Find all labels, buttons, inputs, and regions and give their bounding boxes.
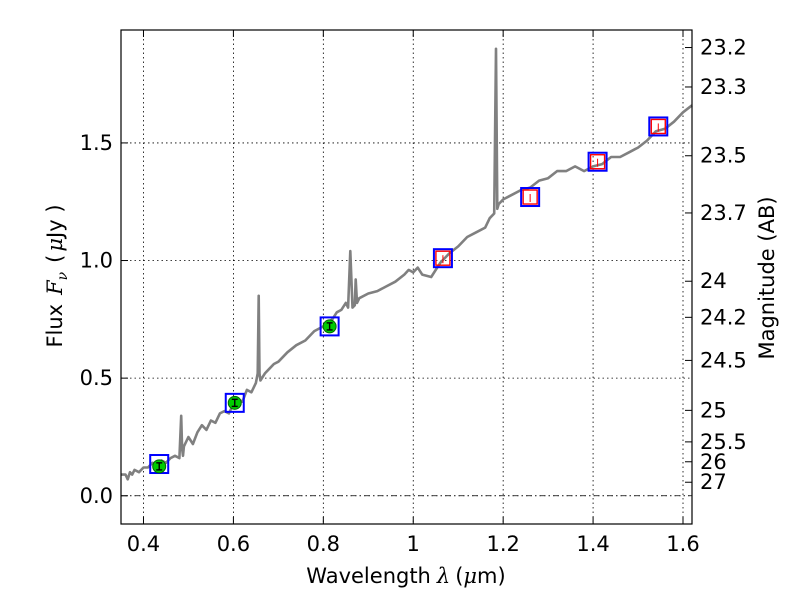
model-photometry-marker <box>648 116 669 137</box>
y-tick-label: 0.0 <box>80 484 113 508</box>
model-photometry-marker <box>587 151 608 172</box>
upper-limit-marker <box>522 189 538 205</box>
magnitude-tick-label: 25.5 <box>700 430 747 454</box>
x-tick-label: 1.6 <box>666 532 699 556</box>
model-photometry-marker <box>319 316 340 337</box>
magnitude-tick-label: 23.2 <box>700 36 747 60</box>
magnitude-tick-label: 27 <box>700 470 727 494</box>
plot-area-frame <box>120 29 693 525</box>
x-tick-label: 1.2 <box>486 532 519 556</box>
upper-limit-marker <box>435 250 451 266</box>
magnitude-tick-label: 24 <box>700 269 727 293</box>
x-axis-label: Wavelength λ (μm) <box>306 564 505 588</box>
magnitude-tick-label: 24.5 <box>700 348 747 372</box>
magnitude-tick-label: 26 <box>700 450 727 474</box>
upper-limit-marker <box>589 154 606 170</box>
right-axis-label: Magnitude (AB) <box>755 196 779 359</box>
magnitude-tick-label: 23.7 <box>700 201 747 225</box>
model-photometry-marker <box>432 248 453 269</box>
axis-ticks: 0.4 0.6 0.8 1 1.2 1.4 1.6 0.0 0.5 1.0 1.5 23.2 23.3 2… <box>80 30 747 556</box>
model-photometry-marker <box>520 187 541 208</box>
y-tick-label: 1.0 <box>80 249 113 273</box>
magnitude-tick-label: 24.2 <box>700 305 747 329</box>
upper-limit-marker <box>650 118 666 135</box>
spectrum-line <box>121 47 693 481</box>
y-axis-label: FluxFν(μJy ) <box>43 204 71 347</box>
magnitude-tick-label: 23.3 <box>700 75 747 99</box>
magnitude-tick-label: 25 <box>700 398 727 422</box>
model-photometry-marker <box>224 392 245 413</box>
x-tick-label: 0.6 <box>217 532 250 556</box>
x-tick-label: 1 <box>407 532 420 556</box>
x-tick-label: 0.8 <box>307 532 340 556</box>
y-tick-label: 0.5 <box>80 366 113 390</box>
data-series <box>121 47 693 481</box>
x-tick-label: 1.4 <box>576 532 609 556</box>
magnitude-tick-label: 23.5 <box>700 144 747 168</box>
x-tick-label: 0.4 <box>127 532 160 556</box>
y-tick-label: 1.5 <box>80 131 113 155</box>
